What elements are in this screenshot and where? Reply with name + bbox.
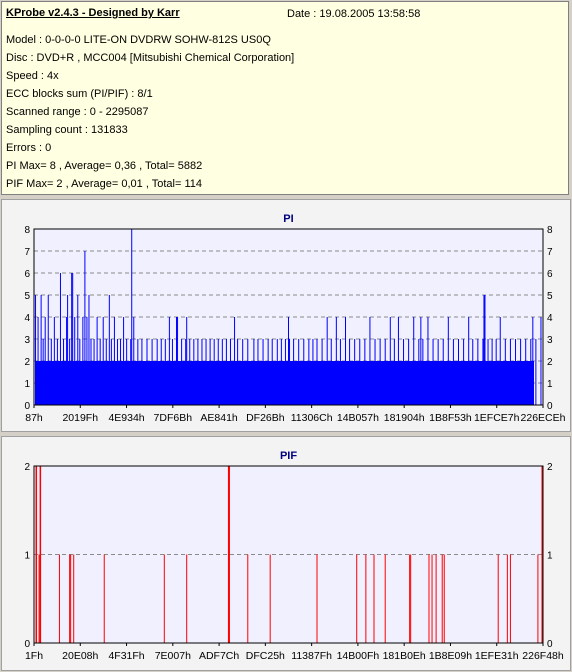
x-tick-label: 1Fh (25, 650, 43, 662)
x-tick-label: 181B0Eh (383, 650, 426, 662)
speed-line: Speed : 4x (6, 70, 59, 82)
series-baseline-fill (35, 361, 534, 405)
y-tick-label-left: 2 (24, 462, 30, 473)
plot-frame (33, 228, 544, 406)
range-line: Scanned range : 0 - 2295087 (6, 106, 149, 118)
x-tick-label: 1B8F53h (429, 412, 472, 424)
x-tick-label: 1EFCE7h (474, 412, 520, 424)
x-tick-label: 1B8E09h (429, 650, 472, 662)
app-title: KProbe v2.4.3 - Designed by Karr (6, 7, 180, 19)
x-tick-label: 7DF6Bh (154, 412, 193, 424)
x-tick-label: DFC25h (246, 650, 285, 662)
y-tick-label-left: 1 (24, 379, 30, 390)
x-tick-label: AE841h (200, 412, 238, 424)
x-tick-label: DF26Bh (246, 412, 285, 424)
y-tick-label-left: 6 (24, 269, 30, 280)
disc-line: Disc : DVD+R , MCC004 [Mitsubishi Chemic… (6, 52, 295, 64)
pif-chart-panel: PIF 0 0 1 1 2 2 1Fh 20E08h 4F31Fh 7E007h ADF7Ch DFC2… (1, 436, 571, 671)
x-tick-label: 4E934h (108, 412, 144, 424)
x-tick-label: 11306Ch (291, 412, 333, 424)
y-tick-label-right: 7 (547, 247, 553, 258)
y-tick-label-right: 1 (547, 379, 553, 390)
y-tick-label-right: 0 (547, 401, 553, 412)
y-tick-label-right: 8 (547, 225, 553, 236)
y-tick-label-left: 0 (24, 639, 30, 650)
x-tick-label: 20E08h (62, 650, 98, 662)
y-tick-label-right: 5 (547, 291, 553, 302)
x-tick-label: 1EFE31h (475, 650, 519, 662)
x-tick-label: 87h (25, 412, 43, 424)
x-tick-label: ADF7Ch (199, 650, 239, 662)
y-tick-label-left: 1 (24, 551, 30, 562)
y-tick-label-right: 0 (547, 639, 553, 650)
x-tick-label: 14B057h (337, 412, 379, 424)
pif-stats-line: PIF Max= 2 , Average= 0,01 , Total= 114 (6, 178, 202, 190)
y-tick-label-left: 4 (24, 313, 30, 324)
chart-title: PIF (280, 450, 297, 462)
y-tick-label-right: 6 (547, 269, 553, 280)
y-tick-label-left: 5 (24, 291, 30, 302)
y-tick-label-left: 0 (24, 401, 30, 412)
x-tick-label: 4F31Fh (108, 650, 144, 662)
x-tick-label: 181904h (384, 412, 425, 424)
y-tick-label-left: 7 (24, 247, 30, 258)
y-tick-label-right: 2 (547, 462, 553, 473)
model-line: Model : 0-0-0-0 LITE-ON DVDRW SOHW-812S … (6, 34, 271, 46)
y-tick-label-right: 1 (547, 551, 553, 562)
y-tick-label-right: 2 (547, 357, 553, 368)
pif-chart: PIF 0 0 1 1 2 2 1Fh 20E08h 4F31Fh 7E007h ADF7Ch DFC2… (24, 450, 564, 662)
y-tick-label-left: 3 (24, 335, 30, 346)
y-tick-label-left: 8 (24, 225, 30, 236)
plot-frame (33, 465, 544, 644)
y-tick-label-left: 2 (24, 357, 30, 368)
x-tick-label: 226ECEh (521, 412, 566, 424)
ecc-line: ECC blocks sum (PI/PIF) : 8/1 (6, 88, 153, 100)
y-tick-label-right: 4 (547, 313, 553, 324)
y-tick-label-right: 3 (547, 335, 553, 346)
errors-line: Errors : 0 (6, 142, 52, 154)
x-tick-label: 11387Fh (291, 650, 332, 662)
sampling-line: Sampling count : 131833 (6, 124, 128, 136)
scan-date: Date : 19.08.2005 13:58:58 (287, 8, 421, 20)
x-tick-label: 2019Fh (62, 412, 98, 424)
pi-chart: PI 0 0 1 1 2 2 3 3 4 4 5 5 6 6 7 7 8 8 87h 2019Fh 4E934h 7DF6B… (24, 213, 566, 424)
pi-stats-line: PI Max= 8 , Average= 0,36 , Total= 5882 (6, 160, 203, 172)
pi-chart-panel: PI 0 0 1 1 2 2 3 3 4 4 5 5 6 6 7 7 8 8 87h 2019Fh 4E934h 7DF6B… (1, 199, 571, 432)
x-tick-label: 7E007h (155, 650, 191, 662)
chart-title: PI (283, 213, 293, 225)
x-tick-label: 226F48h (522, 650, 564, 662)
x-tick-label: 14B00Fh (337, 650, 380, 662)
info-panel: KProbe v2.4.3 - Designed by Karr Date : … (1, 1, 569, 195)
